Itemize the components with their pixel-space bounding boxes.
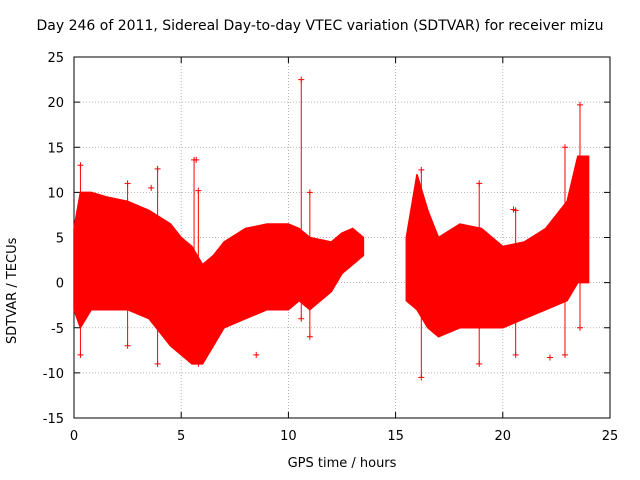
spike-marker [124, 342, 131, 349]
spike-marker [191, 351, 198, 358]
spike-marker [195, 360, 202, 367]
y-tick-label: 0 [56, 277, 64, 292]
x-tick-label: 5 [177, 429, 185, 444]
outlier-point [546, 354, 553, 361]
y-tick-label: -10 [43, 367, 64, 382]
x-tick-label: 0 [70, 429, 78, 444]
x-axis-ticks: 0 5 10 15 20 25 [70, 57, 618, 444]
outlier-point [253, 351, 260, 358]
y-tick-label: -15 [43, 412, 64, 427]
x-tick-label: 20 [495, 429, 512, 444]
y-tick-label: 10 [47, 186, 64, 201]
x-tick-label: 25 [602, 429, 619, 444]
spike-marker [298, 315, 305, 322]
outlier-point [148, 184, 155, 191]
y-tick-label: 5 [56, 232, 64, 247]
spike-marker [306, 189, 313, 196]
y-tick-label: 15 [47, 141, 64, 156]
spike-marker [476, 360, 483, 367]
spike-marker [561, 144, 568, 151]
y-axis-ticks: -15 -10 -5 0 5 10 15 20 25 [43, 51, 610, 427]
y-tick-label: 25 [47, 51, 64, 66]
spike-marker [418, 374, 425, 381]
spike-marker [124, 180, 131, 187]
y-tick-label: -5 [51, 322, 64, 337]
sdtvar-series [73, 76, 590, 381]
spike-marker [77, 351, 84, 358]
x-tick-label: 10 [280, 429, 297, 444]
spike-marker [418, 166, 425, 173]
outlier-point [510, 206, 517, 213]
spike-marker [154, 360, 161, 367]
spike-marker [576, 101, 583, 108]
spike-marker [306, 333, 313, 340]
data-band-segment-2 [405, 155, 590, 338]
x-axis-label: GPS time / hours [287, 456, 397, 471]
chart-title: Day 246 of 2011, Sidereal Day-to-day VTE… [36, 18, 604, 34]
y-axis-label: SDTVAR / TECUs [5, 237, 20, 344]
data-band-segment-1 [73, 191, 365, 365]
spike-marker [77, 162, 84, 169]
y-tick-label: 20 [47, 96, 64, 111]
spike-marker [298, 76, 305, 83]
spike-marker [154, 165, 161, 172]
spike-marker [576, 324, 583, 331]
x-tick-label: 15 [387, 429, 404, 444]
spike-marker [195, 187, 202, 194]
spike-marker [476, 180, 483, 187]
outlier-point [193, 156, 200, 163]
spike-marker [512, 351, 519, 358]
spike-marker [561, 351, 568, 358]
